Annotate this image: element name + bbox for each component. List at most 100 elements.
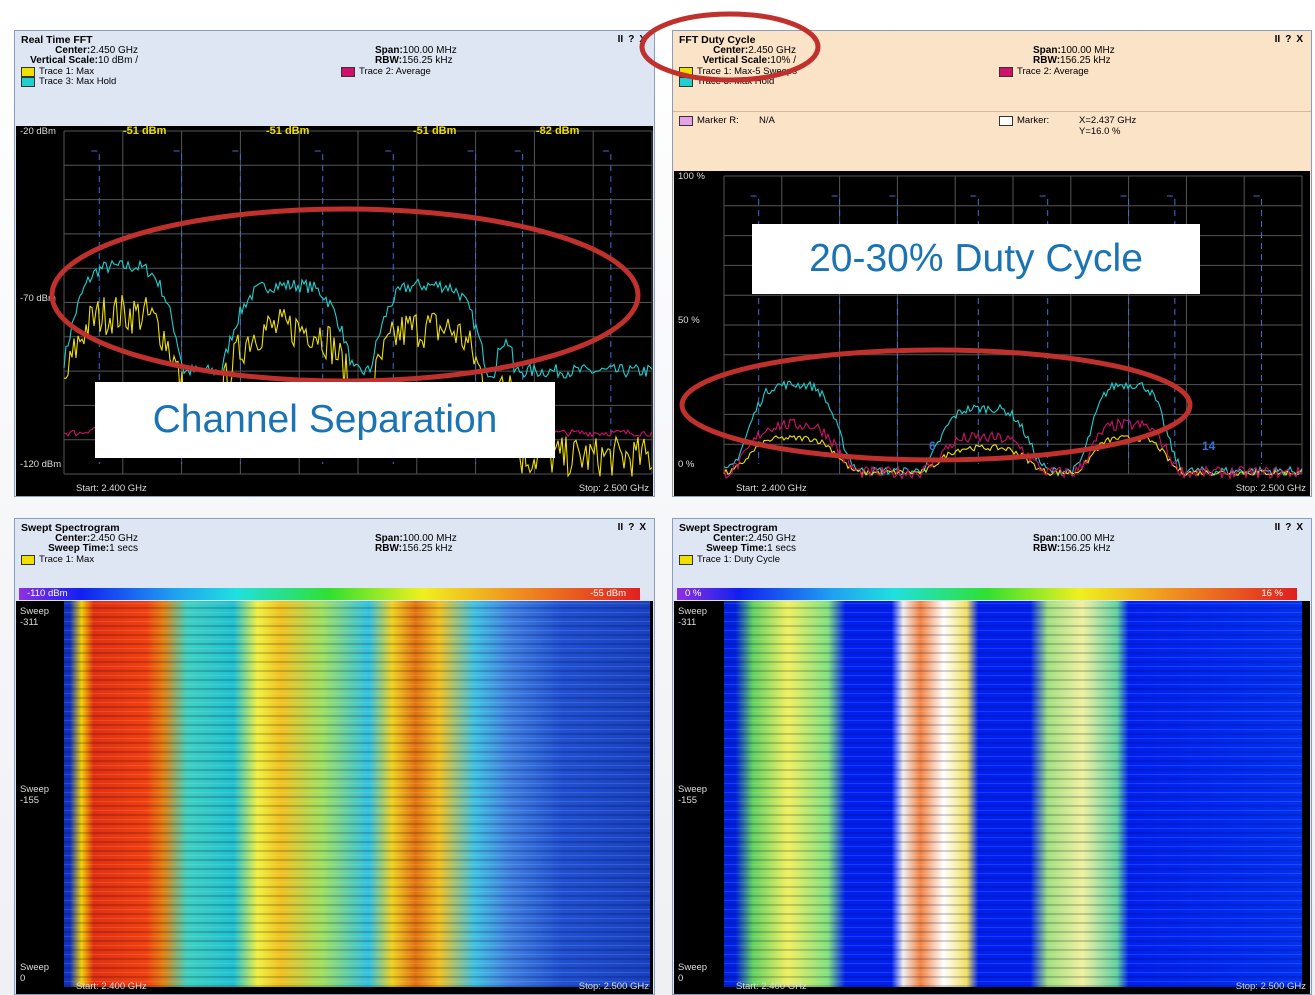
plot-label: -82 dBm [536, 126, 579, 137]
y-axis-label: Sweep -311 [678, 606, 707, 628]
scale-min: 0 % [685, 588, 701, 599]
info-field: Vertical Scale:10% / [703, 55, 796, 66]
field-value: 10 dBm / [98, 55, 138, 66]
field-value: 1 secs [109, 543, 138, 554]
y-axis-label: Sweep -311 [20, 606, 49, 628]
field-value: 156.25 kHz [1060, 55, 1111, 66]
legend-label: Trace 3: Max Hold [697, 76, 774, 87]
control-button[interactable]: ? [1285, 34, 1291, 45]
annotation: 20-30% Duty Cycle [752, 224, 1200, 294]
plot-label: -51 dBm [266, 126, 309, 137]
y-axis-label: -120 dBm [20, 459, 61, 470]
info-field: RBW:156.25 kHz [375, 55, 453, 66]
scale-min: -110 dBm [27, 588, 67, 599]
y-axis-label: 100 % [678, 171, 705, 182]
control-button[interactable]: X [639, 34, 646, 45]
marker-label: Marker R: [697, 115, 755, 126]
legend-label: Trace 1: Duty Cycle [697, 554, 780, 565]
panel-controls: II? X [1275, 34, 1303, 45]
start-label: Start: 2.400 GHz [76, 483, 147, 494]
channel-marker [603, 151, 611, 464]
control-button[interactable]: ? [1285, 522, 1291, 533]
control-button[interactable]: X [1296, 34, 1303, 45]
color-scale: -110 dBm -55 dBm [19, 588, 640, 600]
info-field: RBW:156.25 kHz [375, 543, 453, 554]
legend-item: Trace 1: Max [21, 554, 94, 565]
panel-controls: II? X [1275, 522, 1303, 533]
legend-label: Trace 1: Max [39, 554, 94, 565]
control-button[interactable]: ? [628, 522, 634, 533]
screen: Real Time FFTII?XCenter:2.450 GHzSpan:10… [0, 0, 1315, 995]
color-scale: 0 % 16 % [677, 588, 1297, 600]
start-label: Start: 2.400 GHz [736, 981, 807, 992]
field-label: Sweep Time: [706, 543, 767, 554]
legend-swatch [679, 555, 693, 565]
plot-label: 6 [929, 441, 936, 452]
legend-swatch [21, 555, 35, 565]
control-button[interactable]: X [639, 522, 646, 533]
field-value: 1 secs [767, 543, 796, 554]
plot-label: -51 dBm [413, 126, 456, 137]
field-label: RBW: [375, 543, 402, 554]
field-label: RBW: [1033, 543, 1060, 554]
start-label: Start: 2.400 GHz [76, 981, 147, 992]
start-label: Start: 2.400 GHz [736, 483, 807, 494]
separator [673, 111, 1311, 112]
field-label: Sweep Time: [48, 543, 109, 554]
plot-label: -51 dBm [123, 126, 166, 137]
control-button[interactable]: X [1296, 522, 1303, 533]
y-axis-label: Sweep 0 [20, 962, 49, 984]
y-axis-label: Sweep -155 [678, 784, 707, 806]
legend-label: Trace 2: Average [1017, 66, 1089, 77]
marker-item: Marker: X=2.437 GHz Y=16.0 % [999, 115, 1136, 137]
plot-label: 14 [1202, 441, 1215, 452]
legend-item: Trace 3: Max Hold [21, 76, 116, 87]
legend-swatch [679, 77, 693, 87]
control-button[interactable]: II [1275, 34, 1281, 45]
control-button[interactable]: II [1275, 522, 1281, 533]
field-label: Vertical Scale: [703, 55, 771, 66]
info-field: Sweep Time:1 secs [48, 543, 138, 554]
panel-controls: II? X [618, 34, 646, 45]
marker-label: Marker: [1017, 115, 1075, 126]
stop-label: Stop: 2.500 GHz [1236, 981, 1306, 992]
y-axis-label: -20 dBm [20, 126, 56, 137]
legend-swatch [999, 67, 1013, 77]
field-value: 156.25 kHz [402, 55, 453, 66]
info-field: Vertical Scale:10 dBm / [30, 55, 138, 66]
marker-swatch [679, 116, 693, 126]
annotation: Channel Separation [95, 382, 555, 458]
control-button[interactable]: II [618, 34, 624, 45]
plot-area: Sweep -311 Sweep -155 Sweep 0 Start: 2.400 … [674, 601, 1310, 994]
marker-value: X=2.437 GHz Y=16.0 % [1079, 115, 1136, 137]
info-field: Sweep Time:1 secs [706, 543, 796, 554]
field-value: 156.25 kHz [1060, 543, 1111, 554]
spectrogram-image [724, 601, 1302, 987]
field-label: RBW: [375, 55, 402, 66]
stop-label: Stop: 2.500 GHz [1236, 483, 1306, 494]
marker-swatch [999, 116, 1013, 126]
field-value: 10% / [770, 55, 796, 66]
marker-item: Marker R: N/A [679, 115, 775, 126]
spectrogram-image [64, 601, 650, 987]
stop-label: Stop: 2.500 GHz [579, 981, 649, 992]
legend-swatch [21, 77, 35, 87]
marker-value: N/A [759, 115, 775, 126]
legend-item: Trace 2: Average [341, 66, 431, 77]
control-button[interactable]: II [618, 522, 624, 533]
legend-label: Trace 3: Max Hold [39, 76, 116, 87]
legend-swatch [341, 67, 355, 77]
y-axis-label: -70 dBm [20, 293, 56, 304]
scale-max: -55 dBm [590, 588, 626, 599]
legend-item: Trace 3: Max Hold [679, 76, 774, 87]
scale-max: 16 % [1261, 588, 1283, 599]
control-button[interactable]: ? [628, 34, 634, 45]
legend-item: Trace 2: Average [999, 66, 1089, 77]
y-axis-label: Sweep 0 [678, 962, 707, 984]
y-axis-label: 50 % [678, 315, 700, 326]
field-label: Vertical Scale: [30, 55, 98, 66]
y-axis-label: Sweep -155 [20, 784, 49, 806]
legend-label: Trace 2: Average [359, 66, 431, 77]
y-axis-label: 0 % [678, 459, 694, 470]
